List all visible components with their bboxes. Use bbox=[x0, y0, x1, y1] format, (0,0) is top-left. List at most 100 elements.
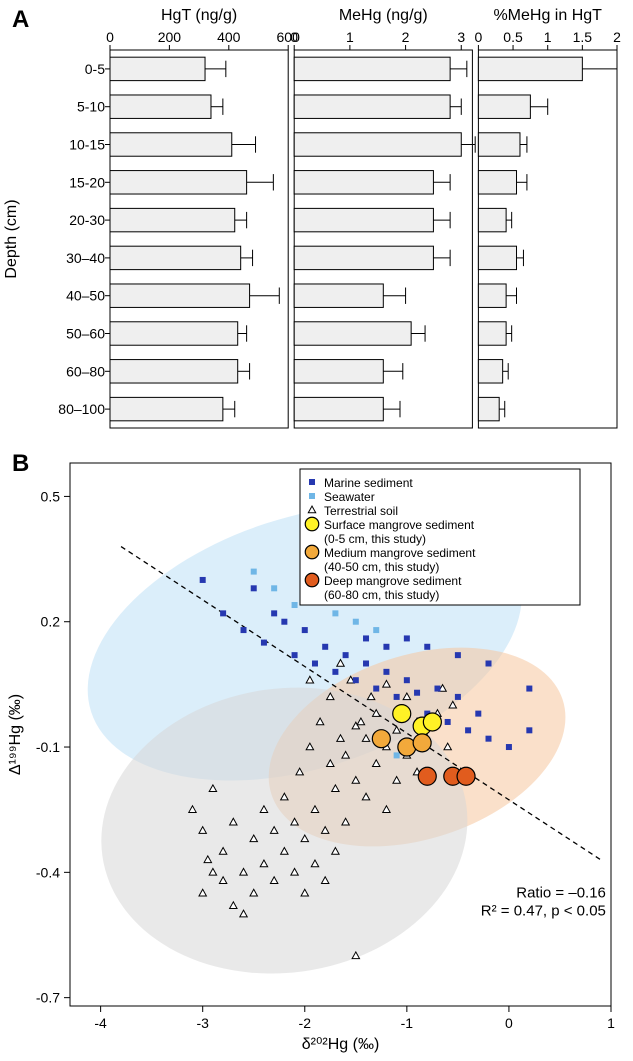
xtick-label: -1 bbox=[401, 1015, 414, 1031]
marker-square bbox=[404, 677, 410, 683]
xtick-label: 1 bbox=[607, 1015, 615, 1031]
xtick-label: -3 bbox=[196, 1015, 209, 1031]
panel-b-xlabel: δ²⁰²Hg (‰) bbox=[302, 1036, 380, 1053]
xtick-label: 1 bbox=[544, 29, 552, 45]
panel-b: -4-3-2-101-0.7-0.4-0.10.20.5δ²⁰²Hg (‰)Δ¹… bbox=[0, 445, 633, 1061]
depth-tick-label: 30–40 bbox=[66, 250, 105, 266]
legend-label: (0-5 cm, this study) bbox=[324, 532, 426, 546]
marker-circle bbox=[305, 573, 319, 587]
marker-square bbox=[434, 686, 440, 692]
bar bbox=[294, 57, 450, 80]
subchart: %MeHg in HgT00.511.52 bbox=[475, 7, 622, 428]
bar bbox=[294, 133, 461, 156]
subchart-title: %MeHg in HgT bbox=[493, 7, 602, 24]
regression-annotation: R² = 0.47, p < 0.05 bbox=[481, 902, 606, 919]
figure-root: A Depth (cm)0-55-1010-1515-2020-3030–404… bbox=[0, 0, 633, 1061]
marker-square bbox=[526, 686, 532, 692]
bar bbox=[294, 284, 383, 307]
marker-square bbox=[292, 652, 298, 658]
ytick-label: -0.7 bbox=[36, 990, 60, 1006]
subchart: MeHg (ng/g)0123 bbox=[290, 7, 475, 428]
legend-label: Terrestrial soil bbox=[324, 504, 398, 518]
xtick-label: 2 bbox=[402, 29, 410, 45]
bar bbox=[478, 57, 582, 80]
marker-square bbox=[271, 585, 277, 591]
panel-a-ylabel: Depth (cm) bbox=[3, 199, 20, 278]
marker-square bbox=[424, 644, 430, 650]
panel-b-svg: -4-3-2-101-0.7-0.4-0.10.20.5δ²⁰²Hg (‰)Δ¹… bbox=[0, 445, 633, 1061]
ytick-label: -0.1 bbox=[36, 739, 60, 755]
bar bbox=[294, 322, 411, 345]
marker-square bbox=[220, 610, 226, 616]
xtick-label: 200 bbox=[158, 29, 182, 45]
marker-square bbox=[475, 711, 481, 717]
legend-label: Medium mangrove sediment bbox=[324, 546, 476, 560]
bar bbox=[110, 360, 238, 383]
bar bbox=[110, 208, 235, 231]
depth-tick-label: 20-30 bbox=[69, 212, 105, 228]
marker-square bbox=[394, 752, 400, 758]
marker-circle bbox=[413, 734, 431, 752]
marker-circle bbox=[418, 767, 436, 785]
legend-label: Marine sediment bbox=[324, 476, 413, 490]
marker-square bbox=[312, 660, 318, 666]
xtick-label: 0 bbox=[106, 29, 114, 45]
marker-square bbox=[322, 644, 328, 650]
marker-square bbox=[241, 627, 247, 633]
marker-square bbox=[332, 610, 338, 616]
marker-square bbox=[383, 669, 389, 675]
marker-square bbox=[309, 493, 315, 499]
marker-square bbox=[281, 619, 287, 625]
marker-square bbox=[465, 727, 471, 733]
legend-label: (60-80 cm, this study) bbox=[324, 588, 439, 602]
marker-square bbox=[506, 744, 512, 750]
depth-tick-label: 60–80 bbox=[66, 363, 105, 379]
xtick-label: 0.5 bbox=[503, 29, 523, 45]
marker-square bbox=[455, 694, 461, 700]
marker-square bbox=[302, 627, 308, 633]
legend-label: Deep mangrove sediment bbox=[324, 574, 462, 588]
xtick-label: 400 bbox=[217, 29, 241, 45]
bar bbox=[110, 171, 247, 194]
panel-a-svg: Depth (cm)0-55-1010-1515-2020-3030–4040–… bbox=[0, 0, 633, 440]
marker-circle bbox=[423, 713, 441, 731]
bar bbox=[478, 360, 502, 383]
depth-tick-label: 0-5 bbox=[85, 61, 105, 77]
marker-square bbox=[394, 694, 400, 700]
marker-square bbox=[486, 736, 492, 742]
xtick-label: 0 bbox=[290, 29, 298, 45]
subchart-title: HgT (ng/g) bbox=[161, 7, 237, 24]
bar bbox=[294, 246, 433, 269]
marker-circle bbox=[305, 517, 319, 531]
marker-square bbox=[343, 652, 349, 658]
marker-square bbox=[486, 660, 492, 666]
marker-square bbox=[332, 669, 338, 675]
bar bbox=[478, 246, 516, 269]
marker-circle bbox=[305, 545, 319, 559]
marker-square bbox=[526, 727, 532, 733]
bar bbox=[478, 133, 520, 156]
marker-square bbox=[383, 644, 389, 650]
depth-tick-label: 40–50 bbox=[66, 288, 105, 304]
bar bbox=[294, 360, 383, 383]
marker-square bbox=[251, 569, 257, 575]
xtick-label: -4 bbox=[94, 1015, 107, 1031]
marker-square bbox=[404, 635, 410, 641]
bar bbox=[110, 322, 238, 345]
marker-square bbox=[373, 686, 379, 692]
bar bbox=[110, 284, 250, 307]
bar bbox=[110, 133, 232, 156]
marker-square bbox=[353, 619, 359, 625]
legend-label: Seawater bbox=[324, 490, 375, 504]
ytick-label: 0.2 bbox=[41, 614, 61, 630]
xtick-label: 2 bbox=[613, 29, 621, 45]
bar bbox=[478, 95, 530, 118]
marker-square bbox=[373, 627, 379, 633]
bar bbox=[478, 284, 506, 307]
bar bbox=[110, 397, 223, 420]
depth-tick-label: 80–100 bbox=[58, 401, 105, 417]
bar bbox=[478, 171, 516, 194]
xtick-label: -2 bbox=[299, 1015, 312, 1031]
legend: Marine sedimentSeawaterTerrestrial soilS… bbox=[300, 469, 580, 605]
bar bbox=[294, 171, 433, 194]
